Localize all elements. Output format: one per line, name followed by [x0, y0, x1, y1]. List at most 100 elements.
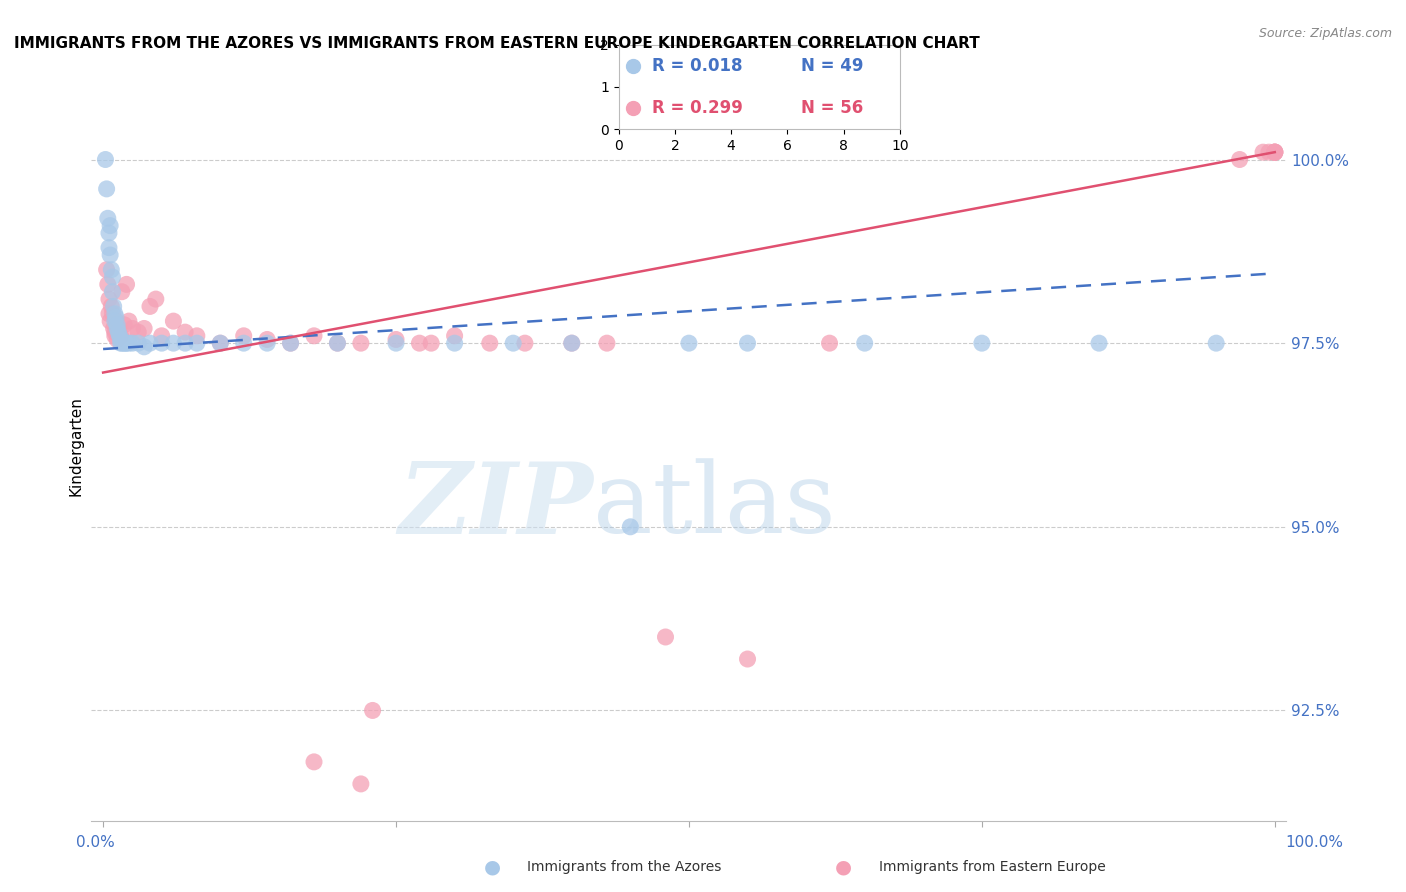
Text: ●: ● [835, 857, 852, 877]
Point [350, 777, 373, 791]
Point [1264, 145, 1286, 160]
Point [98, 292, 120, 306]
Point [478, 336, 501, 351]
Point [232, 336, 254, 351]
Point [101, 307, 124, 321]
Point [104, 314, 127, 328]
Point [174, 336, 197, 351]
Point [186, 328, 208, 343]
Point [98, 307, 120, 321]
Point [112, 336, 135, 351]
Point [174, 325, 197, 339]
Point [98, 248, 121, 262]
Point [361, 703, 384, 717]
Text: Immigrants from the Azores: Immigrants from the Azores [527, 860, 721, 874]
Point [326, 336, 349, 351]
Point [256, 333, 278, 347]
Point [186, 336, 208, 351]
Point [302, 755, 325, 769]
Point [162, 336, 184, 351]
Point [737, 652, 759, 666]
Text: Immigrants from Eastern Europe: Immigrants from Eastern Europe [879, 860, 1105, 874]
Point [115, 336, 138, 351]
Point [1229, 153, 1251, 167]
Point [104, 307, 127, 321]
Point [105, 314, 127, 328]
Point [101, 270, 124, 285]
Point [98, 241, 120, 255]
Point [110, 336, 132, 351]
Point [100, 262, 122, 277]
Point [1205, 336, 1227, 351]
Point [420, 336, 443, 351]
Point [132, 340, 156, 354]
Point [104, 328, 127, 343]
Point [111, 336, 134, 351]
Point [98, 314, 121, 328]
Point [502, 336, 524, 351]
Point [114, 336, 136, 351]
Point [139, 300, 162, 314]
Point [443, 336, 465, 351]
Point [1257, 145, 1279, 160]
Point [105, 310, 127, 325]
Point [256, 336, 278, 351]
Point [1088, 336, 1111, 351]
Point [1264, 145, 1286, 160]
Point [104, 325, 127, 339]
Point [127, 325, 149, 339]
Point [385, 333, 408, 347]
Point [118, 336, 141, 351]
Point [115, 277, 138, 292]
Point [110, 328, 132, 343]
Point [162, 314, 184, 328]
Point [1251, 145, 1274, 160]
Point [98, 219, 121, 233]
Point [97, 211, 120, 226]
Point [97, 277, 120, 292]
Point [280, 336, 302, 351]
Point [111, 285, 134, 299]
Point [209, 336, 232, 351]
Point [103, 321, 125, 335]
Point [561, 336, 583, 351]
Point [385, 336, 408, 351]
Point [127, 336, 149, 351]
Point [121, 336, 143, 351]
Point [209, 336, 232, 351]
Point [112, 318, 135, 332]
Text: atlas: atlas [593, 458, 837, 554]
Point [103, 300, 125, 314]
Text: Source: ZipAtlas.com: Source: ZipAtlas.com [1258, 27, 1392, 40]
Text: ZIP: ZIP [398, 458, 593, 554]
Text: N = 56: N = 56 [801, 99, 863, 117]
Point [110, 333, 132, 347]
Text: IMMIGRANTS FROM THE AZORES VS IMMIGRANTS FROM EASTERN EUROPE KINDERGARTEN CORREL: IMMIGRANTS FROM THE AZORES VS IMMIGRANTS… [14, 36, 980, 51]
Point [98, 226, 120, 240]
Point [513, 336, 536, 351]
Y-axis label: Kindergarten: Kindergarten [67, 396, 83, 496]
Text: R = 0.299: R = 0.299 [652, 99, 744, 117]
Text: 0.0%: 0.0% [76, 836, 115, 850]
Point [1264, 145, 1286, 160]
Point [107, 325, 129, 339]
Point [232, 328, 254, 343]
Point [107, 321, 129, 335]
Text: ●: ● [484, 857, 501, 877]
Point [108, 328, 131, 343]
Point [150, 328, 173, 343]
Point [105, 321, 128, 335]
Point [105, 333, 128, 347]
Point [326, 336, 349, 351]
Point [561, 336, 583, 351]
Point [737, 336, 759, 351]
Point [596, 336, 619, 351]
Point [350, 336, 373, 351]
Point [145, 292, 167, 306]
Point [150, 336, 173, 351]
Point [96, 262, 118, 277]
Point [280, 336, 302, 351]
Text: N = 49: N = 49 [801, 57, 863, 75]
Point [853, 336, 876, 351]
Point [408, 336, 430, 351]
